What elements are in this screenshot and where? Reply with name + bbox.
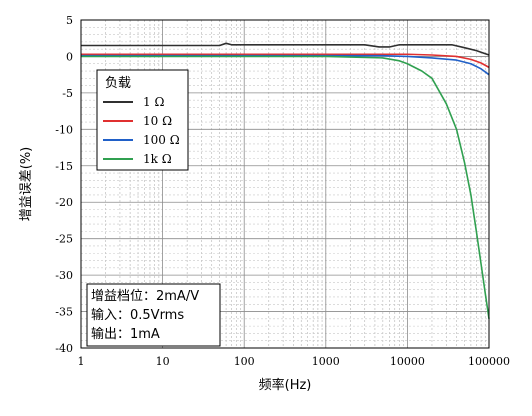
x-tick-labels: 1 10 100 1000 10000 100000 — [78, 355, 511, 368]
note-input: 输入：0.5Vrms — [91, 307, 184, 323]
legend-label-3: 1k Ω — [143, 152, 172, 166]
legend-label-2: 100 Ω — [143, 133, 180, 147]
y-tick-label: 5 — [66, 14, 73, 27]
x-tick-label: 10 — [156, 355, 170, 368]
legend-label-1: 10 Ω — [143, 114, 172, 128]
y-tick-label: -20 — [55, 196, 73, 209]
settings-note: 增益档位：2mA/V 输入：0.5Vrms 输出：1mA — [86, 283, 221, 347]
y-tick-label: -5 — [62, 87, 73, 100]
y-tick-label: -25 — [55, 233, 73, 246]
y-tick-label: -40 — [55, 342, 73, 355]
y-axis-label: 增益误差(%) — [19, 147, 34, 222]
legend-title: 负载 — [105, 76, 131, 91]
y-tick-label: -35 — [55, 306, 73, 319]
x-tick-label: 100 — [234, 355, 255, 368]
x-tick-label: 10000 — [390, 355, 425, 368]
y-tick-label: -10 — [55, 123, 73, 136]
y-tick-label: -15 — [55, 160, 73, 173]
x-axis-label: 频率(Hz) — [259, 377, 312, 393]
y-tick-labels: 5 0 -5 -10 -15 -20 -25 -30 -35 -40 — [55, 14, 73, 355]
legend-label-0: 1 Ω — [143, 95, 164, 109]
x-tick-label: 1 — [78, 355, 85, 368]
legend: 负载 1 Ω 10 Ω 100 Ω 1k Ω — [96, 69, 189, 171]
series-layer — [81, 42, 490, 319]
series-line-3 — [81, 55, 490, 319]
x-tick-label: 100000 — [468, 355, 510, 368]
y-tick-label: 0 — [66, 50, 73, 63]
series-line-0 — [81, 42, 490, 56]
legend-items: 1 Ω 10 Ω 100 Ω 1k Ω — [103, 95, 180, 166]
x-tick-label: 1000 — [312, 355, 340, 368]
y-tick-label: -30 — [55, 269, 73, 282]
note-output: 输出：1mA — [91, 326, 160, 342]
settings-note-box — [86, 283, 221, 347]
note-gain-range: 增益档位：2mA/V — [91, 289, 199, 304]
series-line-1 — [81, 53, 490, 69]
plot-frame — [80, 19, 490, 349]
